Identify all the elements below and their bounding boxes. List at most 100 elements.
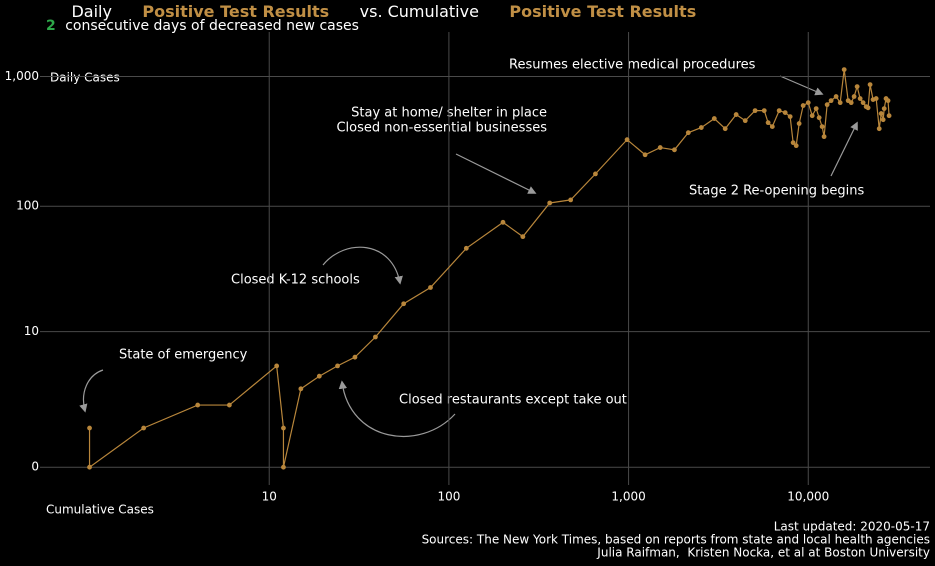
data-point bbox=[796, 121, 802, 126]
y-tick-label: 10 bbox=[24, 324, 39, 338]
data-point bbox=[722, 126, 728, 132]
data-point bbox=[672, 147, 677, 153]
annotation-arrow bbox=[79, 369, 104, 413]
data-point bbox=[765, 120, 771, 126]
data-point bbox=[373, 334, 378, 340]
footer-line: Julia Raifman, Kristen Nocka, et al at B… bbox=[596, 546, 930, 560]
data-point bbox=[141, 425, 147, 431]
data-point bbox=[819, 124, 825, 130]
y-tick-label: 100 bbox=[16, 199, 39, 213]
data-point bbox=[857, 96, 863, 101]
data-point bbox=[733, 112, 739, 117]
data-point bbox=[352, 354, 358, 360]
y-tick-label: 1,000 bbox=[5, 69, 39, 83]
data-point bbox=[624, 137, 630, 143]
annotation-arrow bbox=[322, 246, 403, 285]
data-point bbox=[593, 171, 598, 177]
annotation: Closed restaurants except take out bbox=[399, 393, 627, 408]
annotation: State of emergency bbox=[119, 348, 248, 363]
annotation-arrow bbox=[779, 75, 824, 96]
data-point bbox=[848, 100, 854, 106]
data-point bbox=[698, 125, 704, 130]
data-point bbox=[865, 105, 871, 111]
data-point bbox=[816, 115, 822, 121]
data-point bbox=[793, 143, 799, 149]
annotation-arrow bbox=[455, 153, 537, 194]
footer-line: Sources: The New York Times, based on re… bbox=[422, 533, 930, 547]
data-point bbox=[876, 126, 882, 132]
data-point bbox=[547, 200, 553, 206]
data-point bbox=[787, 114, 793, 119]
chart-title: Daily Positive Test Results vs. Cumulati… bbox=[46, 2, 711, 21]
data-point bbox=[642, 152, 648, 158]
plot-area: 0 10 100 1,000 10 100 1,000 10,000 bbox=[5, 32, 930, 504]
data-point bbox=[880, 117, 886, 123]
data-point bbox=[805, 100, 811, 106]
data-point bbox=[873, 96, 879, 101]
data-point bbox=[428, 285, 433, 290]
data-point bbox=[867, 82, 873, 88]
data-point bbox=[87, 425, 92, 431]
data-point bbox=[841, 67, 847, 72]
data-point bbox=[854, 84, 860, 90]
data-point bbox=[226, 402, 232, 408]
data-point bbox=[463, 245, 469, 251]
data-point bbox=[711, 116, 717, 121]
annotation: Closed K-12 schools bbox=[231, 273, 360, 288]
annotation: Closed non-essential businesses bbox=[336, 121, 547, 136]
subtitle-count: 2 bbox=[46, 18, 56, 34]
title-part: Daily bbox=[71, 2, 111, 21]
annotation: Stage 2 Re-opening begins bbox=[689, 184, 865, 199]
data-point bbox=[568, 197, 574, 203]
data-point bbox=[769, 124, 775, 130]
annotation: Resumes elective medical procedures bbox=[509, 58, 756, 73]
data-point bbox=[316, 373, 322, 379]
data-point bbox=[335, 363, 340, 369]
data-point bbox=[809, 113, 815, 119]
data-point bbox=[87, 464, 92, 470]
data-point bbox=[828, 98, 834, 104]
data-point bbox=[657, 145, 663, 150]
data-point bbox=[837, 100, 843, 106]
data-point bbox=[824, 102, 830, 108]
data-point bbox=[742, 118, 748, 124]
data-point bbox=[885, 98, 891, 104]
title-part: Positive Test Results bbox=[142, 2, 329, 21]
x-tick-label: 1,000 bbox=[611, 490, 645, 504]
subtitle-text: consecutive days of decreased new cases bbox=[65, 18, 359, 34]
data-point bbox=[886, 113, 892, 119]
data-point bbox=[685, 130, 691, 136]
data-point bbox=[776, 108, 782, 114]
data-point bbox=[281, 425, 286, 431]
data-point bbox=[821, 134, 827, 140]
data-point bbox=[878, 111, 884, 116]
data-point bbox=[782, 110, 788, 116]
data-point bbox=[274, 363, 280, 369]
data-point bbox=[761, 108, 767, 114]
data-point bbox=[298, 386, 304, 392]
data-point bbox=[860, 100, 866, 106]
data-point bbox=[800, 103, 806, 108]
x-tick-label: 100 bbox=[437, 490, 460, 504]
title-part: vs. Cumulative bbox=[360, 2, 479, 21]
x-tick-label: 10,000 bbox=[787, 490, 829, 504]
title-part: Positive Test Results bbox=[509, 2, 696, 21]
data-point bbox=[500, 219, 506, 225]
x-axis-label: Cumulative Cases bbox=[46, 503, 154, 517]
data-point bbox=[752, 108, 758, 114]
data-point bbox=[401, 301, 407, 307]
data-point bbox=[195, 402, 201, 408]
footer-line: Last updated: 2020-05-17 bbox=[774, 520, 930, 534]
y-axis-label: Daily Cases bbox=[50, 71, 120, 85]
data-point bbox=[881, 106, 887, 111]
data-point bbox=[851, 94, 857, 99]
annotation-arrow bbox=[338, 380, 456, 437]
data-point bbox=[790, 140, 796, 146]
data-point bbox=[281, 464, 286, 470]
x-tick-label: 10 bbox=[262, 490, 277, 504]
annotation-arrow bbox=[830, 121, 858, 177]
data-point bbox=[833, 94, 839, 99]
y-tick-label: 0 bbox=[31, 460, 39, 474]
data-point bbox=[813, 106, 819, 111]
